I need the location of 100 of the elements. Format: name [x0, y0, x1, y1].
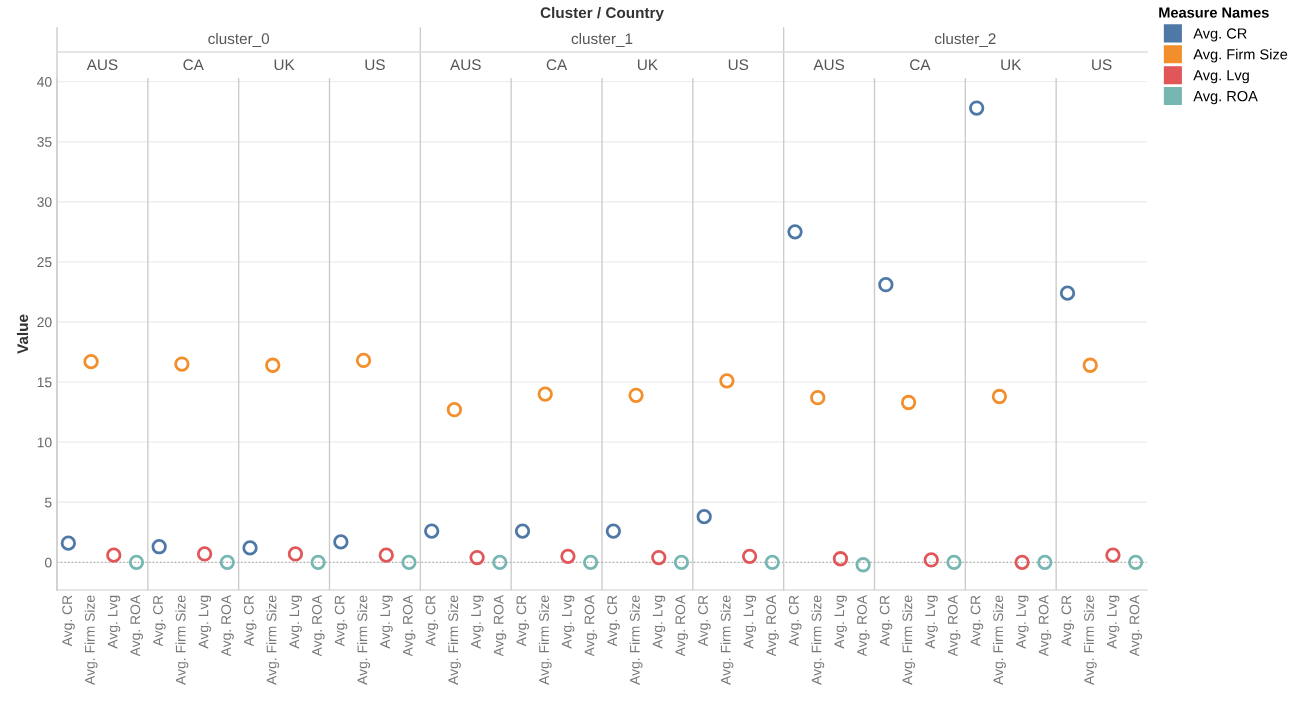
- point: [469, 549, 485, 566]
- point: [265, 357, 281, 373]
- point: [991, 388, 1008, 405]
- point: [60, 535, 76, 551]
- text: cluster_2: [934, 32, 996, 47]
- x-tick-label: Avg. CR: [788, 595, 802, 647]
- x-tick-label: Avg. ROA: [947, 594, 961, 657]
- x-tick-label: Avg. Firm Size: [84, 595, 98, 685]
- point: [900, 394, 917, 411]
- x-tick-label: Avg. ROA: [1038, 594, 1052, 657]
- y-axis-title: Value: [16, 314, 29, 354]
- point: [514, 523, 531, 539]
- x-tick-label: Avg. Firm Size: [992, 595, 1006, 685]
- x-tick-label: Avg. Lvg: [380, 595, 393, 649]
- legend-label: Avg. ROA: [1193, 90, 1258, 105]
- x-tick-label: Avg. CR: [334, 595, 348, 647]
- point: [310, 554, 326, 570]
- y-tick-label: 20: [37, 317, 52, 328]
- y-tick-label: 15: [37, 377, 52, 388]
- x-tick-label: Avg. CR: [607, 595, 620, 647]
- y-tick-label: 0: [44, 557, 52, 568]
- point: [196, 546, 213, 562]
- point: [855, 557, 871, 573]
- x-tick-label: Avg. Firm Size: [357, 595, 371, 685]
- legend-title: Measure Names: [1159, 7, 1269, 18]
- x-tick-label: Avg. ROA: [130, 594, 143, 657]
- x-tick-label: Avg. CR: [516, 595, 529, 647]
- point: [537, 386, 553, 402]
- x-tick-label: Avg. Firm Size: [447, 595, 461, 685]
- point: [787, 224, 803, 240]
- text: UK: [637, 59, 658, 71]
- x-tick-label: Avg. CR: [698, 595, 711, 647]
- text: UK: [274, 59, 295, 71]
- point: [128, 554, 145, 570]
- legend-label: Avg. CR: [1193, 28, 1247, 42]
- y-tick-label: 40: [37, 76, 52, 87]
- point: [583, 554, 599, 570]
- point: [446, 402, 463, 418]
- y-tick-label: 35: [37, 137, 52, 147]
- point: [492, 554, 508, 570]
- text: AUS: [450, 59, 481, 71]
- point: [1128, 554, 1144, 570]
- point: [355, 352, 372, 369]
- text: Cluster / Country: [540, 6, 664, 22]
- x-tick-label: Avg. Firm Size: [720, 595, 734, 685]
- x-tick-label: Avg. ROA: [675, 594, 688, 657]
- x-tick-label: Avg. Firm Size: [629, 595, 643, 685]
- x-tick-label: Avg. ROA: [766, 594, 779, 657]
- point: [741, 548, 758, 564]
- x-tick-label: Avg. CR: [62, 595, 75, 647]
- point: [1037, 554, 1053, 570]
- text: cluster_0: [208, 32, 270, 47]
- text: US: [365, 59, 385, 71]
- y-tick-label: 30: [37, 197, 52, 207]
- x-tick-label: Avg. Lvg: [198, 595, 212, 649]
- x-tick-label: Avg. CR: [879, 595, 893, 647]
- x-tick-label: Avg. ROA: [584, 594, 598, 657]
- point: [605, 523, 621, 539]
- x-tick-label: Avg. Lvg: [743, 595, 757, 649]
- point: [333, 534, 349, 550]
- point: [174, 356, 190, 372]
- x-tick-label: Avg. Lvg: [1016, 595, 1029, 649]
- legend-label: Avg. Lvg: [1193, 70, 1249, 84]
- x-tick-label: Avg. CR: [153, 595, 166, 647]
- y-tick-label: 10: [37, 437, 52, 448]
- x-tick-label: Avg. ROA: [493, 594, 507, 657]
- point: [878, 277, 894, 293]
- x-tick-label: Avg. Firm Size: [811, 595, 825, 685]
- x-tick-label: Avg. ROA: [1129, 594, 1143, 657]
- x-tick-label: Avg. Lvg: [471, 595, 484, 649]
- x-tick-label: Avg. ROA: [402, 594, 416, 657]
- point: [673, 554, 690, 570]
- x-tick-label: Avg. Lvg: [1106, 595, 1120, 649]
- legend-label: Avg. Firm Size: [1193, 48, 1288, 63]
- x-tick-label: Avg. Firm Size: [902, 595, 916, 685]
- point: [151, 539, 167, 555]
- point: [219, 554, 235, 570]
- point: [287, 546, 304, 562]
- y-tick-label: 5: [44, 497, 52, 508]
- point: [1082, 357, 1098, 373]
- point: [106, 547, 122, 563]
- x-tick-label: Avg. CR: [425, 595, 439, 647]
- x-tick-label: Avg. ROA: [312, 594, 325, 657]
- point: [83, 354, 99, 370]
- text: CA: [183, 59, 204, 71]
- point: [1059, 285, 1076, 301]
- point: [764, 554, 780, 570]
- x-tick-label: Avg. Firm Size: [266, 595, 280, 685]
- point: [651, 549, 667, 566]
- point: [560, 548, 576, 564]
- text: CA: [910, 59, 931, 71]
- point: [1014, 554, 1030, 570]
- text: AUS: [813, 59, 845, 71]
- x-tick-label: Avg. Lvg: [834, 595, 847, 649]
- x-tick-label: Avg. CR: [970, 595, 984, 647]
- text: AUS: [86, 59, 118, 71]
- point: [628, 387, 644, 403]
- x-tick-label: Avg. Firm Size: [538, 595, 552, 685]
- x-tick-label: Avg. ROA: [221, 594, 234, 657]
- x-tick-label: Avg. CR: [243, 595, 257, 647]
